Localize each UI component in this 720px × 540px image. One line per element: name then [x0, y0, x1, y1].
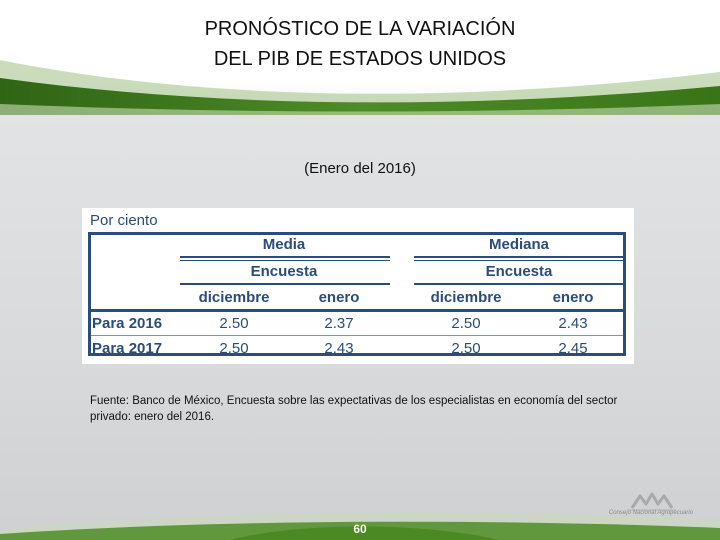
subheader-underline-media [180, 283, 390, 285]
footer-swoosh-decoration [0, 512, 720, 540]
cell-2016-mediana-enero: 2.43 [558, 315, 588, 332]
cell-2017-media-enero: 2.43 [324, 340, 354, 357]
col-header-media-diciembre: diciembre [198, 289, 270, 306]
forecast-table: Por ciento Media Mediana Encuesta Encues… [82, 208, 634, 364]
group-header-media: Media [262, 236, 306, 253]
title-line-2: DEL PIB DE ESTADOS UNIDOS [213, 48, 507, 70]
table-frame [88, 232, 626, 356]
group-underline-media-2 [180, 260, 390, 261]
group-header-mediana: Mediana [488, 236, 549, 253]
logo-icon [628, 492, 676, 511]
cell-2016-mediana-diciembre: 2.50 [451, 315, 481, 332]
subheader-encuesta-media: Encuesta [250, 263, 318, 280]
group-underline-media [180, 256, 390, 258]
row-label-2017: Para 2017 [92, 340, 163, 357]
cell-2016-media-enero: 2.37 [324, 315, 354, 332]
header-swoosh-decoration [0, 60, 720, 115]
source-note: Fuente: Banco de México, Encuesta sobre … [90, 395, 618, 423]
cell-2017-media-diciembre: 2.50 [219, 340, 249, 357]
subheader-underline-mediana [414, 283, 624, 285]
row-label-2016: Para 2016 [92, 315, 163, 332]
group-underline-mediana-2 [414, 260, 624, 261]
table-unit-label: Por ciento [90, 212, 158, 229]
logo-text: Consejo Nacional Agropecuario [608, 510, 694, 516]
cell-2017-mediana-diciembre: 2.50 [451, 340, 481, 357]
header-separator [88, 309, 626, 312]
subtitle: (Enero del 2016) [304, 160, 416, 177]
header-band: PRONÓSTICO DE LA VARIACIÓN DEL PIB DE ES… [0, 0, 720, 115]
col-header-mediana-enero: enero [552, 289, 594, 306]
title-line-1: PRONÓSTICO DE LA VARIACIÓN [204, 18, 516, 40]
col-header-mediana-diciembre: diciembre [430, 289, 502, 306]
page-title: PRONÓSTICO DE LA VARIACIÓN DEL PIB DE ES… [0, 14, 720, 74]
row-separator [88, 335, 626, 336]
subheader-encuesta-mediana: Encuesta [485, 263, 553, 280]
page-number: 60 [353, 522, 367, 536]
cell-2017-mediana-enero: 2.45 [558, 340, 588, 357]
col-header-media-enero: enero [318, 289, 360, 306]
group-underline-mediana [414, 256, 624, 258]
cell-2016-media-diciembre: 2.50 [219, 315, 249, 332]
